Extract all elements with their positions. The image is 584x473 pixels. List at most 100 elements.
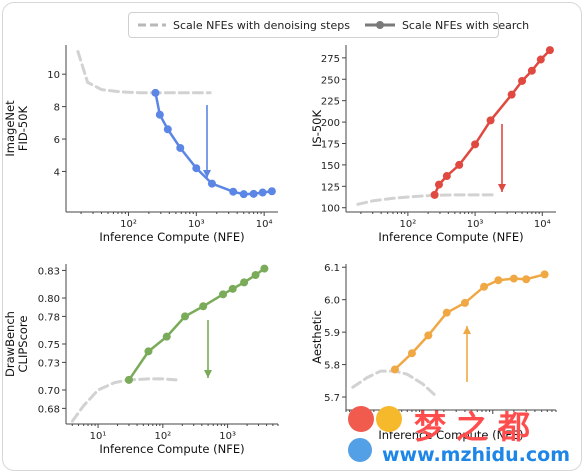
series-point-search [455,160,464,169]
series-point-search [442,308,451,317]
series-line-denoising [76,50,212,95]
x-tick-label: 10² [120,219,137,230]
x-axis-label: Inference Compute (NFE) [378,428,523,442]
x-axis-label: Inference Compute (NFE) [99,230,244,244]
series-point-search [162,332,171,341]
series-point-search [144,347,153,356]
legend-marker-line-icon [364,21,395,29]
y-tick-label: 6.0 [324,296,340,307]
trend-arrow-head [498,184,506,192]
series-point-search [176,143,185,152]
x-tick-label: 10² [400,219,417,230]
chart-panel-clip: 0.68 0.70 0.73 0.75 0.78 0.80 0.83 10¹ 10² 10³Inf… [3,264,279,456]
y-tick-label: 0.75 [38,340,60,351]
series-point-search [507,90,516,99]
series-point-search [151,88,160,97]
y-axis-label: IS-50K [310,110,324,147]
series-line-search [154,92,273,196]
x-tick-label: 10⁴ [534,219,551,230]
watermark: 梦之都 www.mzhidu.com [342,402,578,468]
series-point-search [442,172,451,181]
y-tick-label: 10 [47,70,60,81]
series-point-search [219,290,228,299]
x-axis-label: Inference Compute (NFE) [99,442,244,456]
y-tick-label: 175 [321,139,340,150]
series-point-search [540,270,549,279]
series-point-search [536,55,545,64]
series-point-search [522,275,531,284]
series-point-search [228,284,237,293]
y-tick-label: 150 [321,161,340,172]
series-point-search [155,110,164,119]
series-line-denoising [356,193,494,206]
series-point-search [471,140,480,149]
series-point-search [199,302,208,311]
legend-label-search: Scale NFEs with search [401,18,530,32]
series-point-search [260,264,269,273]
series-point-search [229,187,238,196]
series-point-search [207,179,216,188]
legend-item-search: Scale NFEs with search [364,19,529,32]
x-tick-label: 10⁴ [256,219,273,230]
series-point-search [424,331,433,340]
y-tick-label: 8 [54,103,60,114]
series-point-search [258,188,267,197]
trend-arrow-head [204,370,212,378]
y-axis-label-line: DrawBench [3,311,17,377]
series-point-search [124,375,133,384]
y-tick-label: 0.70 [38,386,60,397]
y-axis-label-line: Aesthetic [310,310,324,364]
series-point-search [430,190,439,199]
y-tick-label: 5.9 [324,328,340,339]
y-axis-label: Aesthetic [310,310,324,364]
y-tick-label: 5.8 [324,361,340,372]
series-point-search [407,349,416,358]
legend-item-denoising: Scale NFEs with denoising steps [137,19,350,32]
y-axis-label: DrawBenchCLIPScore [3,311,30,377]
series-point-search [509,274,518,283]
x-tick-label: 10³ [219,431,236,442]
y-tick-label: 6.1 [324,263,340,274]
series-point-search [251,271,260,280]
y-tick-label: 250 [321,75,340,86]
series-point-search [390,365,399,374]
trend-arrow-head [203,170,211,178]
chart-panel-fid: 4 6 8 10 10² 10³ 10⁴ Inference Compute (NFE) Ima… [3,45,278,244]
x-tick-label: 10³ [467,219,484,230]
y-tick-label: 225 [321,97,340,108]
series-point-search [460,298,469,307]
chart-panel-is: 100 125 150 175 200 225 250 275 10² 10³ 10⁴ Inferen… [310,45,556,244]
y-tick-label: 100 [321,204,340,215]
series-point-search [181,312,190,321]
series-point-search [494,276,503,285]
series-line-denoising [70,377,178,423]
y-tick-label: 6 [54,135,60,146]
chart-legend: Scale NFEs with denoising steps Scale NF… [128,12,529,38]
legend-dashed-line-icon [138,23,166,27]
series-line-denoising [351,369,439,399]
watermark-logo-blue-icon [348,438,372,462]
y-tick-label: 0.73 [38,358,60,369]
y-tick-label: 4 [54,167,60,178]
series-line-search [127,267,266,381]
y-axis-label-line: IS-50K [310,110,324,147]
y-tick-label: 125 [321,182,340,193]
y-tick-label: 5.7 [324,393,340,404]
y-axis-label-line: CLIPScore [16,316,30,373]
x-tick-label: 10¹ [90,431,107,442]
watermark-logo-red-icon [348,406,374,432]
chart-panel-aesthetic: 5.7 5.8 5.9 6.0 6.1 Inference Compute (NFE) Ae… [310,263,557,442]
watermark-logo-yellow-icon [376,406,402,432]
series-point-search [239,190,248,199]
watermark-url: www.mzhidu.com [382,444,571,466]
series-point-search [527,66,536,75]
series-point-search [249,189,258,198]
y-axis-label-line: ImageNet [3,100,17,157]
y-tick-label: 275 [321,54,340,65]
trend-arrow-head [463,326,471,334]
series-point-search [486,116,495,125]
x-tick-label: 10³ [188,219,205,230]
watermark-title: 梦之都 [414,408,541,446]
y-tick-label: 0.83 [38,266,60,277]
x-tick-label: 10² [154,431,171,442]
